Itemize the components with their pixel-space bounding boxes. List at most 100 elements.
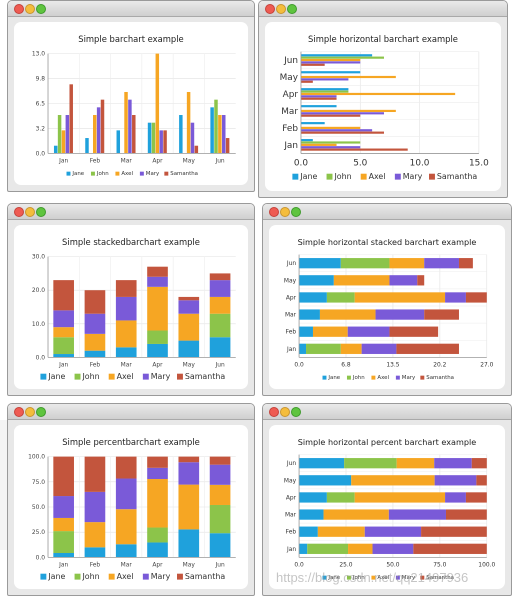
bar-samantha-feb [84,290,106,314]
x-tick-label: Jun [214,158,224,164]
bar-samantha-jan [53,456,74,497]
bar-samantha-jun [209,456,231,465]
bar-mary-may [178,300,200,314]
y-tick-label: Feb [282,124,298,134]
bar-samantha-apr [163,130,167,154]
minimize-button[interactable] [280,207,290,217]
bar-john-jan [300,141,361,144]
stacked-barchart: Simple stackedbarchart example 0.0 10.0 20.… [32,237,236,381]
bar-axel-apr [155,53,160,154]
close-button[interactable] [265,4,275,14]
bar-john-apr [326,492,355,503]
bar-mary-apr [300,95,337,98]
bar-samantha-apr [465,292,487,303]
close-button[interactable] [14,407,24,417]
title-bar[interactable] [8,1,254,17]
legend-swatch-mary [142,373,149,380]
legend-label-jane: Jane [299,172,317,181]
bar-jane-jun [209,337,231,358]
bar-axel-apr [354,492,446,503]
zoom-button[interactable] [36,207,46,217]
bar-mary-may [434,475,477,486]
minimize-button[interactable] [25,207,35,217]
window-horizontal-barchart: Simple horizontal barchart example 0.0 5.0… [258,0,508,198]
legend-swatch-john [326,173,333,180]
minimize-button[interactable] [280,407,290,417]
bar-john-apr [300,90,349,93]
x-tick-label: Jan [58,158,68,164]
y-tick-label: Jan [286,547,296,553]
legend-swatch-axel [371,375,376,380]
minimize-button[interactable] [276,4,286,14]
close-button[interactable] [269,407,279,417]
y-tick-label: Feb [286,330,297,336]
legend-swatch-samantha [429,173,435,180]
bar-jane-feb [299,526,318,537]
x-tick-label: Feb [90,562,101,568]
bar-axel-jan [53,517,74,532]
title-bar[interactable] [8,204,254,220]
bar-jane-apr [147,542,168,558]
bar-samantha-mar [445,509,487,520]
bar-samantha-jun [300,63,325,66]
legend-label-mary: Mary [402,375,416,381]
bar-mary-may [389,275,418,286]
x-tick-label: 15.0 [469,158,489,168]
legend-label-samantha: Samantha [437,172,477,181]
bar-mary-jun [222,115,226,154]
legend-label-axel: Axel [121,171,133,177]
bar-jane-jun [300,54,373,57]
bar-jane-feb [84,350,106,358]
bar-samantha-apr [465,492,487,503]
bar-samantha-feb [100,99,105,154]
zoom-button[interactable] [291,407,301,417]
y-tick-label: Jan [283,141,298,151]
legend-label-samantha: Samantha [170,171,198,177]
legend-label-jane: Jane [327,575,340,581]
legend-swatch-axel [108,373,115,380]
bar-mary-mar [115,478,137,510]
x-tick-label: 10.0 [410,158,430,168]
legend-swatch-john [74,373,81,380]
bar-axel-jun [389,258,425,269]
legend: Jane John Axel Mary Samantha [40,372,225,381]
zoom-button[interactable] [287,4,297,14]
x-tick-label: 0.0 [294,562,304,568]
bar-mary-apr [147,276,168,287]
bar-samantha-feb [421,526,487,537]
chart-view: Simple horizontal stacked barchart examp… [269,225,505,389]
title-bar[interactable] [8,404,254,420]
legend-label-john: John [96,171,109,177]
bar-samantha-jan [53,280,74,311]
minimize-button[interactable] [25,407,35,417]
zoom-button[interactable] [291,207,301,217]
bar-jane-mar [115,544,137,558]
bar-samantha-mar [132,115,136,154]
title-bar[interactable] [259,1,507,17]
close-button[interactable] [269,207,279,217]
y-tick-label: 0.0 [36,555,46,561]
title-bar[interactable] [263,204,511,220]
close-button[interactable] [14,4,24,14]
bar-mary-jun [209,464,231,485]
zoom-button[interactable] [36,4,46,14]
bar-mary-jun [424,258,459,269]
bar-john-jun [344,458,397,469]
x-tick-label: 6.8 [341,362,351,368]
horizontal-stacked-barchart: Simple horizontal stacked barchart examp… [284,237,494,381]
legend-swatch-jane [66,171,71,176]
zoom-button[interactable] [36,407,46,417]
y-tick-label: Mar [285,313,297,319]
close-button[interactable] [14,207,24,217]
title-bar[interactable] [263,404,511,420]
legend-swatch-john [346,375,351,380]
y-tick-label: 6.5 [36,101,46,107]
bar-mary-feb [300,129,373,132]
bar-axel-mar [323,509,389,520]
legend-label-john: John [352,375,365,381]
legend-swatch-samantha [176,573,183,580]
bar-jane-feb [300,122,325,125]
x-tick-label: May [183,158,196,164]
minimize-button[interactable] [25,4,35,14]
bar-axel-mar [300,109,396,113]
